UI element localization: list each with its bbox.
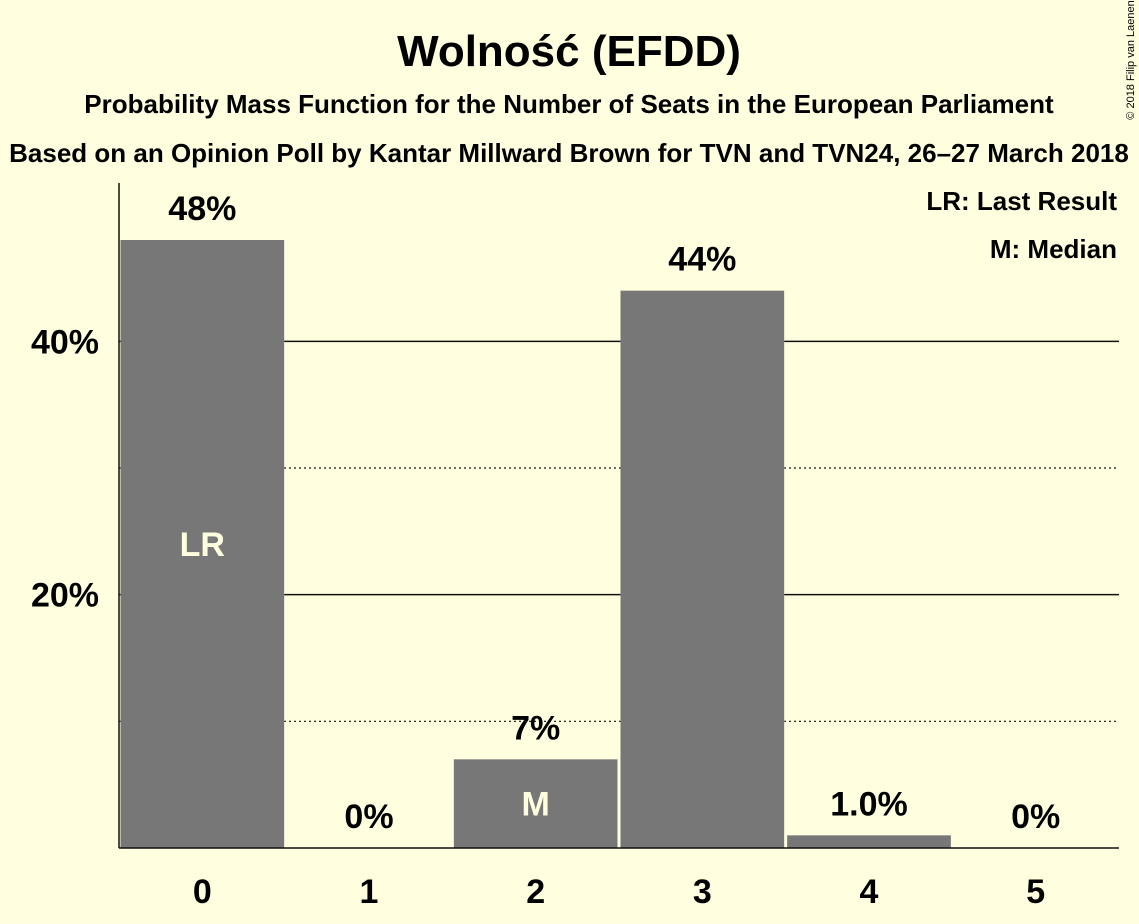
bars: 48% LR 0% 7% M 44% 1.0% 0% (120, 190, 1060, 849)
chart-title: Wolność (EFDD) (397, 27, 741, 76)
x-tick-labels: 0 1 2 3 4 5 (193, 873, 1045, 911)
data-label-4: 1.0% (830, 785, 908, 823)
x-tick-label-2: 2 (526, 873, 545, 911)
y-tick-labels: 20% 40% (31, 323, 99, 614)
bar-2 (453, 759, 618, 848)
gridlines (119, 340, 1119, 722)
bar-3 (620, 290, 785, 849)
data-label-0: 48% (168, 190, 236, 228)
bar-inner-label-0: LR (180, 526, 225, 564)
data-label-2: 7% (511, 709, 560, 747)
x-tick-label-4: 4 (860, 873, 879, 911)
data-label-5: 0% (1011, 798, 1060, 836)
chart-subtitle-poll: Based on an Opinion Poll by Kantar Millw… (9, 138, 1129, 168)
y-tick-label-0: 20% (31, 577, 99, 615)
x-tick-label-0: 0 (193, 873, 212, 911)
x-tick-label-1: 1 (360, 873, 379, 911)
bar-inner-label-2: M (522, 786, 550, 824)
copyright-notice: © 2018 Filip van Laenen (1125, 0, 1137, 119)
data-label-1: 0% (344, 798, 393, 836)
data-label-3: 44% (668, 241, 736, 279)
bar-4 (787, 835, 951, 848)
bar-0 (120, 240, 285, 848)
x-tick-label-3: 3 (693, 873, 712, 911)
x-tick-label-5: 5 (1026, 873, 1045, 911)
legend-entry-0: LR: Last Result (926, 186, 1117, 216)
y-tick-label-1: 40% (31, 323, 99, 361)
chart-subtitle: Probability Mass Function for the Number… (84, 89, 1054, 119)
legend: LR: Last Result M: Median (926, 186, 1117, 264)
legend-entry-1: M: Median (990, 234, 1117, 264)
